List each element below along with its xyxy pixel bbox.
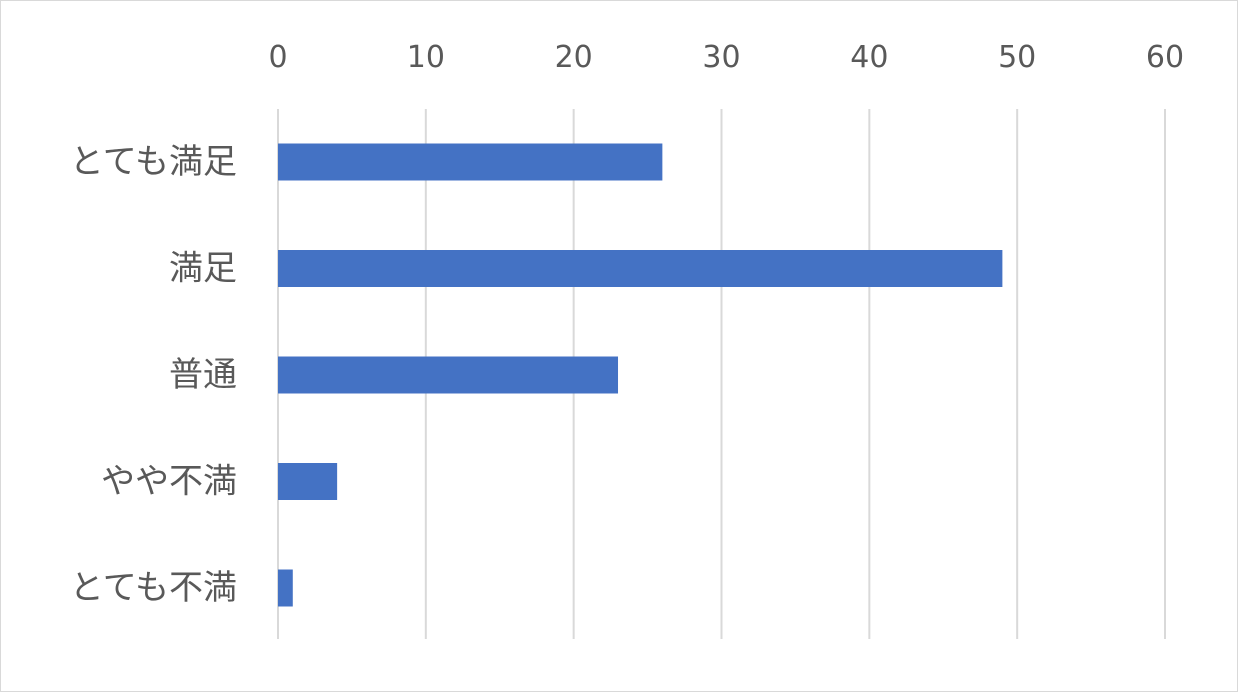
bars — [278, 143, 1003, 607]
category-label: やや不満 — [101, 462, 237, 502]
x-tick-label: 10 — [407, 40, 445, 75]
category-label: とても満足 — [70, 142, 237, 182]
category-label: とても不満 — [70, 568, 237, 608]
category-label: 普通 — [169, 355, 237, 395]
x-tick-label: 20 — [555, 40, 593, 75]
bar — [278, 463, 338, 500]
bar — [278, 569, 293, 607]
bar — [278, 356, 619, 394]
x-tick-label: 0 — [268, 40, 287, 75]
x-tick-label: 50 — [998, 40, 1036, 75]
x-tick-label: 60 — [1146, 40, 1184, 75]
x-tick-labels: 0 10 20 30 40 50 60 — [268, 40, 1184, 75]
bar — [278, 143, 663, 181]
bar — [278, 250, 1003, 287]
category-label: 満足 — [169, 249, 237, 289]
x-tick-label: 40 — [850, 40, 888, 75]
x-tick-label: 30 — [702, 40, 740, 75]
